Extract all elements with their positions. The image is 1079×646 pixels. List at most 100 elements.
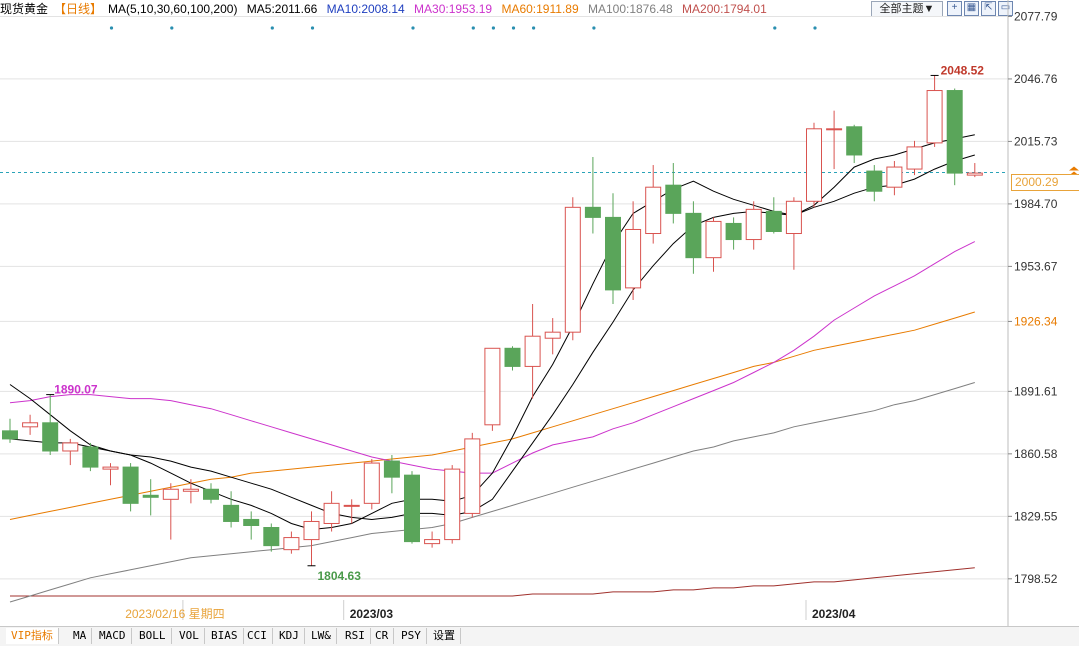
moving-average-lines: [9, 134, 976, 603]
candle-body: [946, 90, 963, 174]
signal-dot: [411, 26, 415, 30]
candle-body: [886, 166, 903, 188]
candle[interactable]: [584, 156, 601, 234]
candle[interactable]: [142, 479, 159, 516]
tab-cr[interactable]: CR: [370, 628, 395, 644]
candle[interactable]: [162, 483, 179, 540]
candle[interactable]: [363, 459, 380, 510]
candle[interactable]: [263, 523, 280, 552]
candle[interactable]: [544, 318, 561, 355]
candle[interactable]: [966, 163, 983, 178]
candle[interactable]: [665, 163, 682, 224]
candle[interactable]: [82, 442, 99, 472]
candle-body: [62, 442, 79, 452]
tab-rsi[interactable]: RSI: [340, 628, 371, 644]
tab-vol[interactable]: VOL: [174, 628, 205, 644]
candle[interactable]: [243, 511, 260, 540]
candle[interactable]: [404, 471, 420, 544]
candle[interactable]: [806, 122, 822, 208]
candle[interactable]: [926, 75, 943, 147]
candle[interactable]: [524, 303, 541, 399]
candle[interactable]: [725, 217, 742, 250]
candle-body: [303, 520, 320, 541]
signal-dot: [592, 26, 596, 30]
grid-icon[interactable]: ▦: [964, 1, 979, 16]
candle-body: [785, 200, 802, 235]
tab-kdj[interactable]: KDJ: [274, 628, 305, 644]
tab-boll[interactable]: BOLL: [134, 628, 172, 644]
candle-body: [806, 128, 822, 202]
y-tick-label: 1829.55: [1014, 509, 1058, 523]
candle-body: [2, 430, 18, 440]
tab-cci[interactable]: CCI: [242, 628, 273, 644]
candle-body: [906, 146, 923, 170]
tab-settings[interactable]: 设置: [428, 628, 461, 644]
tab-psy[interactable]: PSY: [396, 628, 427, 644]
tab-ma[interactable]: MA: [68, 628, 93, 644]
candle-body: [283, 537, 300, 551]
candle-body: [383, 460, 400, 478]
tab-bias[interactable]: BIAS: [206, 628, 244, 644]
candle[interactable]: [203, 483, 219, 504]
window-icon[interactable]: ▭: [998, 1, 1013, 16]
max-price-label: 2048.52: [941, 63, 985, 77]
candle-body: [323, 502, 340, 524]
candle[interactable]: [2, 418, 18, 443]
signal-dot: [270, 26, 274, 30]
candle[interactable]: [765, 197, 782, 234]
candle[interactable]: [383, 455, 400, 494]
signal-dot: [773, 26, 777, 30]
candle[interactable]: [323, 491, 340, 532]
candle[interactable]: [866, 165, 883, 202]
candle[interactable]: [464, 432, 481, 518]
candle[interactable]: [605, 193, 621, 304]
candle[interactable]: [424, 531, 441, 548]
signal-dot: [109, 26, 114, 30]
tab-lw[interactable]: LW&: [306, 628, 337, 644]
candle[interactable]: [625, 201, 642, 300]
candle[interactable]: [705, 217, 722, 272]
candle[interactable]: [42, 394, 59, 456]
candle[interactable]: [886, 161, 903, 196]
candle[interactable]: [846, 124, 863, 164]
crosshair-icon[interactable]: +: [947, 1, 962, 16]
candle[interactable]: [343, 499, 360, 524]
candle[interactable]: [444, 465, 461, 544]
period-label[interactable]: 【日线】: [54, 2, 103, 16]
candle-body: [263, 527, 280, 547]
candle[interactable]: [785, 197, 802, 270]
candle-body: [203, 488, 219, 500]
tab-vip[interactable]: VIP指标: [6, 628, 59, 644]
chart-header: 现货黄金 【日线】 MA(5,10,30,60,100,200) MA5:2011.…: [0, 0, 1010, 18]
candle[interactable]: [745, 201, 762, 250]
candle[interactable]: [283, 531, 300, 554]
expand-icon[interactable]: ⇱: [981, 1, 996, 16]
candle-body: [745, 208, 762, 241]
candle[interactable]: [223, 491, 240, 528]
tab-macd[interactable]: MACD: [94, 628, 132, 644]
candle[interactable]: [946, 88, 963, 186]
candle-body: [685, 212, 702, 259]
candle[interactable]: [504, 346, 521, 371]
candle[interactable]: [303, 511, 320, 566]
candle[interactable]: [906, 140, 923, 176]
candle[interactable]: [102, 463, 119, 486]
ma-params: MA(5,10,30,60,100,200): [108, 2, 238, 16]
y-tick-label: 2015.73: [1014, 134, 1058, 148]
candle[interactable]: [645, 165, 662, 244]
candle[interactable]: [122, 463, 139, 512]
candle[interactable]: [685, 201, 702, 274]
candle[interactable]: [182, 479, 199, 504]
candle[interactable]: [22, 414, 39, 435]
candlestick-chart[interactable]: 2077.79 2046.76 2015.73 1984.70 1953.67 1926.…: [0, 0, 1079, 626]
candle-body: [223, 504, 240, 522]
signal-dot: [170, 26, 174, 30]
ma60-value: MA60:1911.89: [501, 2, 579, 16]
candle[interactable]: [826, 110, 843, 170]
candle[interactable]: [484, 347, 501, 431]
price-axis: 2077.79 2046.76 2015.73 1984.70 1953.67 1926.…: [1007, 0, 1079, 626]
candle[interactable]: [564, 197, 581, 341]
local-high-label: 1890.07: [54, 383, 98, 397]
candle-body: [504, 347, 521, 367]
candle[interactable]: [62, 438, 79, 466]
